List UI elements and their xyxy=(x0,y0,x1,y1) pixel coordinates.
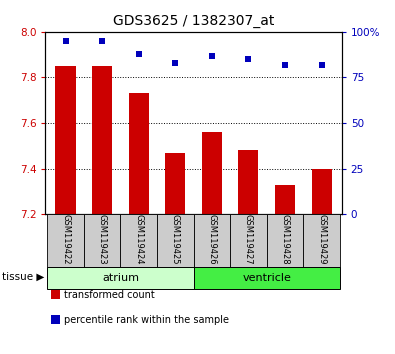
Point xyxy=(135,51,142,57)
Text: GSM119428: GSM119428 xyxy=(280,214,290,265)
Bar xyxy=(267,214,303,267)
Bar xyxy=(129,93,149,214)
Bar xyxy=(55,66,75,214)
Title: GDS3625 / 1382307_at: GDS3625 / 1382307_at xyxy=(113,14,274,28)
Text: transformed count: transformed count xyxy=(64,290,155,300)
Text: GSM119426: GSM119426 xyxy=(207,214,216,265)
Bar xyxy=(47,267,194,289)
Point xyxy=(209,53,215,58)
Text: percentile rank within the sample: percentile rank within the sample xyxy=(64,315,229,325)
Bar xyxy=(275,184,295,214)
Text: GSM119424: GSM119424 xyxy=(134,215,143,265)
Text: atrium: atrium xyxy=(102,273,139,282)
Text: GSM119423: GSM119423 xyxy=(98,214,107,265)
Bar xyxy=(165,153,185,214)
Text: GSM119427: GSM119427 xyxy=(244,214,253,265)
Bar xyxy=(120,214,157,267)
Bar xyxy=(194,267,340,289)
Point xyxy=(245,56,252,62)
Bar xyxy=(202,132,222,214)
Point xyxy=(282,62,288,68)
Point xyxy=(62,38,69,44)
Bar xyxy=(47,214,84,267)
Bar xyxy=(303,214,340,267)
Point xyxy=(318,62,325,68)
Bar xyxy=(157,214,194,267)
Bar xyxy=(84,214,120,267)
Text: tissue ▶: tissue ▶ xyxy=(2,272,44,282)
Text: ventricle: ventricle xyxy=(242,273,291,282)
Text: GSM119429: GSM119429 xyxy=(317,215,326,265)
Text: GSM119425: GSM119425 xyxy=(171,215,180,265)
Point xyxy=(172,60,179,66)
Text: GSM119422: GSM119422 xyxy=(61,215,70,265)
Bar xyxy=(92,66,112,214)
Bar xyxy=(194,214,230,267)
Bar xyxy=(312,169,332,214)
Bar xyxy=(230,214,267,267)
Point xyxy=(99,38,105,44)
Bar xyxy=(238,150,258,214)
